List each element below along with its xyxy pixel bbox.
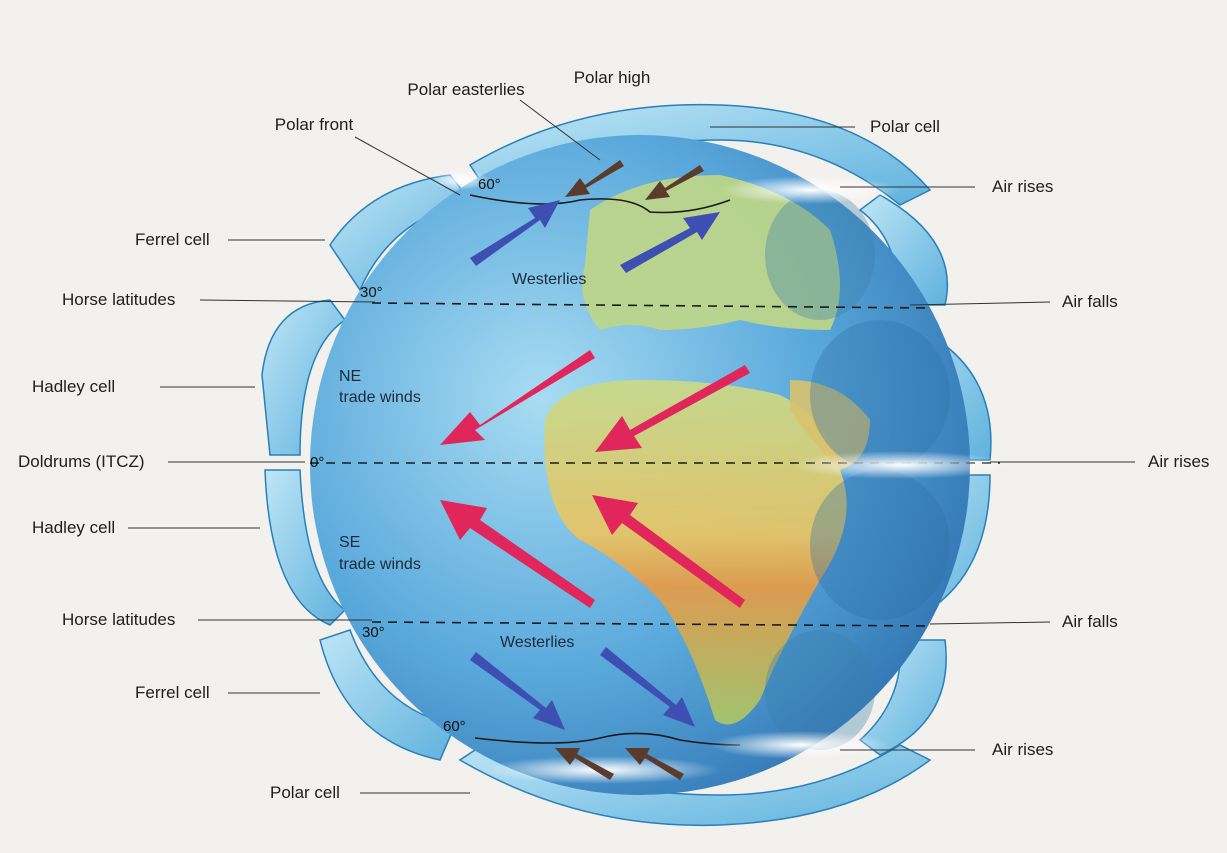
air-falls-bottom-label: Air falls [1062, 612, 1118, 631]
horse-latitudes-bottom-label: Horse latitudes [62, 610, 176, 629]
lat-30s-label: 30° [362, 624, 385, 641]
air-rises-equator-label: Air rises [1148, 452, 1210, 471]
latitude-lines [310, 194, 1000, 746]
lat-0-label: 0° [310, 454, 325, 471]
polar-easterlies-label: Polar easterlies [407, 80, 525, 99]
easterly-arrow-s1 [555, 748, 614, 780]
hadley-cell-top-label: Hadley cell [32, 377, 116, 396]
ferrel-cell-north-right [858, 194, 949, 306]
leader-lines [128, 99, 1135, 794]
westerlies-north-label: Westerlies [512, 271, 587, 288]
ne-trade-winds-line1: NE [339, 368, 362, 385]
se-trade-arrow-1 [440, 500, 595, 608]
polar-cell-bottom-label: Polar cell [270, 783, 340, 802]
ne-trade-winds-line2: trade winds [339, 389, 421, 406]
ferrel-cell-south-right [858, 639, 947, 756]
continent-arabia [790, 380, 870, 470]
doldrums-label: Doldrums (ITCZ) [18, 452, 145, 471]
westerly-arrow-n1 [470, 200, 560, 266]
ferrel-cell-south-left [319, 629, 457, 761]
cell-loop-hadley-north [810, 320, 950, 470]
easterly-arrow-n1 [565, 160, 624, 197]
westerly-arrow-n2 [620, 212, 720, 273]
se-trade-arrow-2 [592, 495, 745, 608]
easterly-arrow-s2 [625, 748, 684, 780]
westerly-arrow-s1 [470, 652, 565, 730]
air-rises-bottom-label: Air rises [992, 740, 1054, 759]
westerly-arrows [470, 200, 720, 730]
cell-loop-south [765, 630, 875, 750]
polar-cell-top-label: Polar cell [870, 117, 940, 136]
westerly-arrow-s2 [600, 647, 695, 727]
westerlies-south-label: Westerlies [500, 634, 575, 651]
ne-trade-arrow-1 [440, 350, 595, 445]
lat-30s-line [371, 621, 931, 627]
lat-30n-line [371, 302, 931, 309]
trade-wind-arrows [440, 350, 750, 608]
hadley-cell-south-left [264, 469, 347, 626]
continent-africa [544, 380, 847, 725]
continent-europe [582, 175, 840, 330]
easterly-arrows [555, 160, 704, 780]
ne-trade-arrow-2 [595, 365, 750, 452]
cell-loop-hadley-south [810, 470, 950, 620]
hadley-cell-north-left [261, 299, 347, 456]
lat-60n-label: 60° [478, 176, 501, 193]
air-falls-top-label: Air falls [1062, 292, 1118, 311]
air-rises-top-label: Air rises [992, 177, 1054, 196]
polar-front-north [469, 194, 731, 214]
polar-front-south [474, 732, 741, 746]
lat-30n-label: 30° [360, 284, 383, 301]
easterly-arrow-n2 [645, 165, 704, 200]
lat-60s-label: 60° [443, 718, 466, 735]
horse-latitudes-top-label: Horse latitudes [62, 290, 176, 309]
se-trade-winds-line1: SE [339, 534, 361, 551]
globe [310, 135, 970, 795]
se-trade-winds-line2: trade winds [339, 556, 421, 573]
ferrel-cell-bottom-label: Ferrel cell [135, 683, 210, 702]
ferrel-cell-top-label: Ferrel cell [135, 230, 210, 249]
hadley-cell-bottom-label: Hadley cell [32, 518, 116, 537]
polar-front-label: Polar front [274, 115, 354, 134]
cell-loop-north [765, 190, 875, 320]
polar-high-label: Polar high [573, 68, 651, 87]
